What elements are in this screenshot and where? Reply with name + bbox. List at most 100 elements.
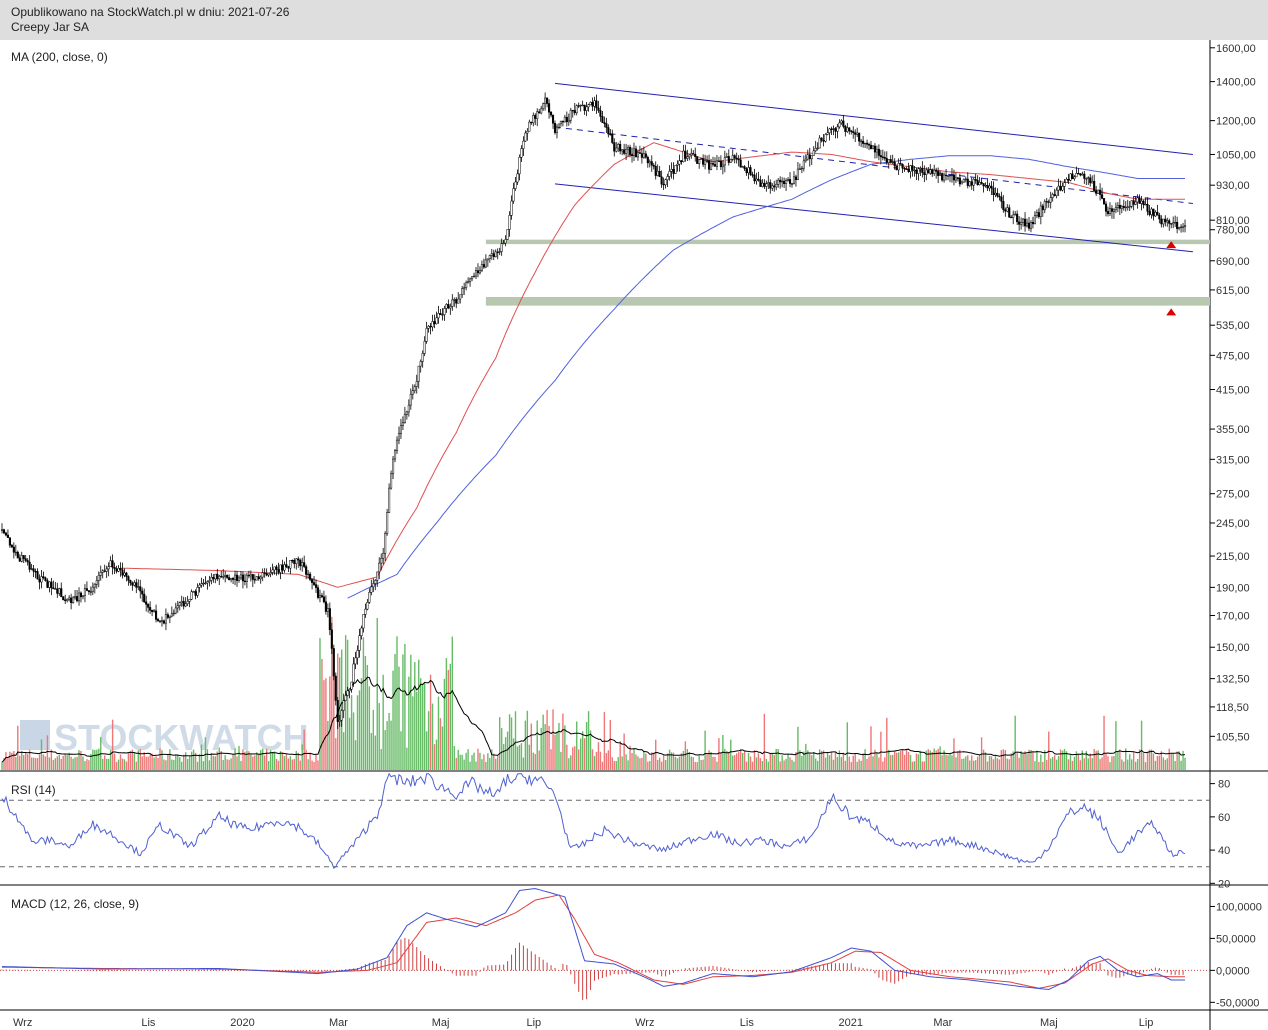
volume-bar xyxy=(1156,755,1159,770)
candle-body xyxy=(287,566,290,569)
y-tick-label: 1050,00 xyxy=(1216,149,1256,161)
candle-body xyxy=(478,269,481,274)
candle-body xyxy=(986,185,989,189)
candle-body xyxy=(751,174,754,176)
candle-body xyxy=(1059,185,1062,191)
volume-bar xyxy=(599,751,602,770)
volume-bar xyxy=(392,670,394,770)
volume-bar xyxy=(986,761,989,770)
volume-bar xyxy=(406,747,408,770)
volume-bar xyxy=(637,756,639,770)
volume-bar xyxy=(210,752,213,770)
candle-body xyxy=(561,121,564,123)
candle-body xyxy=(18,557,21,562)
volume-bar xyxy=(886,717,888,770)
candle-body xyxy=(228,577,231,581)
volume-bar xyxy=(11,752,13,770)
candle-body xyxy=(1008,207,1011,218)
volume-bar xyxy=(145,756,147,770)
candle-body xyxy=(921,168,924,173)
volume-bar xyxy=(368,686,371,770)
volume-bar xyxy=(781,755,783,770)
candle-body xyxy=(794,176,798,180)
volume-bar xyxy=(1091,758,1093,770)
candle-body xyxy=(964,178,967,181)
volume-bar xyxy=(376,618,378,770)
candle-body xyxy=(721,164,724,168)
candle-body xyxy=(1103,198,1106,205)
candle-body xyxy=(50,581,53,589)
candle-body xyxy=(129,580,132,584)
candle-body xyxy=(368,592,371,603)
volume-bar xyxy=(111,719,114,770)
volume-bar xyxy=(901,750,904,770)
candle-body xyxy=(58,588,61,594)
volume-bar xyxy=(1142,753,1145,770)
volume-bar xyxy=(514,711,517,770)
volume-bar xyxy=(418,659,420,770)
volume-bar xyxy=(386,721,388,770)
candle-body xyxy=(1085,178,1088,180)
y-tick-label: 1600,00 xyxy=(1216,43,1256,55)
candle-body xyxy=(1077,173,1080,175)
volume-bar xyxy=(483,754,485,770)
volume-bar xyxy=(1044,750,1046,770)
volume-bar xyxy=(135,761,137,770)
candle-body xyxy=(725,156,728,159)
candle-body xyxy=(429,325,432,328)
candle-body xyxy=(662,183,665,186)
volume-bar xyxy=(959,749,961,770)
volume-bar xyxy=(1040,754,1042,770)
candle-body xyxy=(119,568,122,571)
volume-bar xyxy=(846,722,848,770)
candle-body xyxy=(925,169,928,175)
volume-bar xyxy=(439,718,442,770)
candle-body xyxy=(301,562,304,567)
candle-body xyxy=(743,166,746,169)
candle-body xyxy=(476,270,480,274)
x-tick-label: Lis xyxy=(141,1017,156,1029)
candle-body xyxy=(449,306,452,309)
volume-bar xyxy=(1148,749,1151,770)
volume-bar xyxy=(633,748,635,770)
volume-bar xyxy=(1004,750,1006,770)
candle-body xyxy=(330,629,333,649)
volume-bar xyxy=(878,757,880,770)
candle-body xyxy=(1152,208,1155,217)
volume-bar xyxy=(74,757,76,770)
chart-header: Opublikowano na StockWatch.pl w dniu: 20… xyxy=(0,0,1268,40)
candle-body xyxy=(883,157,886,159)
volume-bar xyxy=(125,761,128,770)
volume-bar xyxy=(1089,753,1091,770)
candle-body xyxy=(1031,221,1035,225)
volume-bar xyxy=(1132,751,1135,770)
candle-body xyxy=(984,185,987,187)
volume-bar xyxy=(1073,756,1076,770)
candle-body xyxy=(563,116,566,123)
candle-body xyxy=(688,154,691,158)
volume-bar xyxy=(550,749,552,770)
candle-body xyxy=(808,154,811,160)
volume-bar xyxy=(461,754,463,770)
volume-bar xyxy=(826,751,829,770)
volume-bar xyxy=(799,750,801,770)
volume-bar xyxy=(92,749,94,770)
y-tick-label: 132,50 xyxy=(1216,674,1250,686)
volume-bar xyxy=(971,755,973,770)
volume-bar xyxy=(499,717,501,770)
volume-bar xyxy=(433,744,436,770)
volume-bar xyxy=(1059,749,1062,770)
volume-bar xyxy=(838,750,841,770)
candle-body xyxy=(1134,201,1137,205)
candle-body xyxy=(143,593,146,603)
volume-bar xyxy=(1000,750,1003,770)
volume-bar xyxy=(937,748,939,770)
volume-bar xyxy=(749,756,752,770)
volume-bar xyxy=(607,750,610,770)
candle-body xyxy=(1174,221,1177,224)
candle-body xyxy=(885,158,888,163)
candle-body xyxy=(1091,180,1094,184)
volume-bar xyxy=(285,754,288,770)
volume-bar xyxy=(139,749,141,770)
volume-bar xyxy=(374,735,376,770)
